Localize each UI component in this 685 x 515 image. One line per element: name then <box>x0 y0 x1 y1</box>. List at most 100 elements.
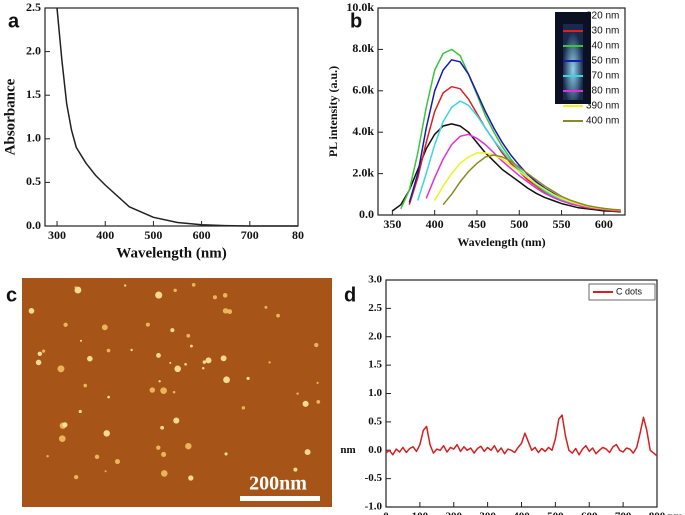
afm-particle <box>189 344 193 348</box>
x-tick-label: 500 <box>144 228 162 242</box>
afm-particle <box>222 308 229 314</box>
x-tick-label: 300 <box>48 228 66 242</box>
x-tick-label: 800 <box>649 511 666 515</box>
y-tick-label: 2.0 <box>368 330 382 342</box>
afm-particle <box>220 355 227 362</box>
afm-particle <box>107 395 110 399</box>
afm-particle <box>103 430 110 437</box>
afm-particle <box>314 342 319 348</box>
afm-particle <box>57 365 65 373</box>
afm-particle <box>28 308 35 314</box>
afm-particle <box>174 365 181 373</box>
afm-particle <box>223 376 230 384</box>
y-tick-label: 0.5 <box>368 415 382 427</box>
afm-particle <box>276 313 280 318</box>
afm-particle <box>94 454 100 460</box>
y-tick-label: 1.0 <box>26 131 41 145</box>
plot-frame <box>44 7 299 227</box>
x-tick-label: 400 <box>513 511 530 515</box>
x-tick-label: 550 <box>553 217 571 231</box>
data-line <box>385 414 658 457</box>
y-tick-label: 8.0k <box>352 41 374 55</box>
afm-particle <box>104 470 107 473</box>
data-line <box>56 7 298 227</box>
panel-label: c <box>6 284 17 306</box>
afm-particle <box>79 339 83 342</box>
data-line <box>442 154 621 211</box>
plot-frame <box>385 279 658 508</box>
y-tick-label: 1.5 <box>368 359 382 371</box>
afm-particle <box>74 286 77 289</box>
y-tick-label: 10.0k <box>346 0 374 14</box>
y-tick-label: 1.0 <box>368 387 382 399</box>
x-axis-label: Wavelength (nm) <box>457 235 545 249</box>
x-tick-label: 350 <box>383 217 401 231</box>
legend-label: 320 nm <box>586 11 619 22</box>
afm-particle <box>87 355 93 362</box>
afm-particle <box>205 357 212 364</box>
legend-label: 380 nm <box>586 86 619 97</box>
afm-particle <box>73 474 79 480</box>
afm-particle <box>268 361 271 364</box>
afm-particle <box>296 392 299 395</box>
afm-particle <box>160 425 165 430</box>
x-tick-label: 600 <box>595 217 613 231</box>
afm-particle <box>185 442 192 450</box>
y-tick-label: 0.0 <box>368 444 382 456</box>
afm-particle <box>316 399 321 404</box>
afm-particle <box>227 309 233 315</box>
afm-particle <box>224 452 228 456</box>
afm-particle <box>170 328 175 333</box>
afm-particle <box>156 445 161 450</box>
y-tick-label: 0.0 <box>26 218 41 232</box>
afm-particle <box>156 353 161 358</box>
legend-label: 340 nm <box>586 41 619 52</box>
afm-particle <box>160 387 167 395</box>
afm-particle <box>37 351 43 357</box>
x-tick-label: 100 <box>412 511 429 515</box>
afm-particle <box>241 406 246 410</box>
panel-label: b <box>350 10 362 32</box>
afm-particle <box>106 348 111 353</box>
plot-frame <box>377 7 626 216</box>
x-tick-label: 500 <box>547 511 564 515</box>
afm-particle <box>304 449 311 456</box>
afm-particle <box>63 322 68 327</box>
afm-particle <box>202 366 205 370</box>
y-tick-label: 2.5 <box>26 0 41 14</box>
legend-label: 330 nm <box>586 26 619 37</box>
afm-particle <box>188 475 194 481</box>
y-tick-label: 4.0k <box>352 124 374 138</box>
x-tick-label: 700 <box>241 228 259 242</box>
afm-particle <box>78 409 82 414</box>
afm-image: 200nm <box>22 278 332 507</box>
x-tick-label: 300 <box>479 511 496 515</box>
afm-particle <box>155 291 163 299</box>
legend-label: 390 nm <box>586 101 619 112</box>
legend-label: 350 nm <box>586 56 619 67</box>
afm-particle <box>149 387 156 393</box>
afm-particle <box>114 458 121 465</box>
afm-particle <box>130 348 133 352</box>
y-tick-label: 2.5 <box>368 302 382 314</box>
afm-particle <box>158 380 161 383</box>
x-tick-label: 600 <box>581 511 598 515</box>
afm-particle <box>293 467 298 472</box>
afm-particle <box>161 451 167 457</box>
afm-particle <box>264 305 268 309</box>
x-tick-label: 600 <box>193 228 211 242</box>
x-tick-label: 450 <box>468 217 486 231</box>
afm-particle <box>191 282 196 287</box>
scale-bar-label: 200nm <box>249 473 307 495</box>
y-tick-label: 1.5 <box>26 87 41 101</box>
x-tick-label: 500 <box>510 217 528 231</box>
afm-particle <box>160 470 168 477</box>
y-tick-label: -1.0 <box>365 501 383 513</box>
afm-particle <box>62 422 68 428</box>
afm-particle <box>169 361 172 364</box>
afm-particle <box>246 376 250 381</box>
panel-label: a <box>8 10 20 32</box>
y-axis-label: PL intensity (a.u.) <box>326 66 340 157</box>
y-tick-label: -0.5 <box>365 472 383 484</box>
afm-particle <box>173 417 180 424</box>
